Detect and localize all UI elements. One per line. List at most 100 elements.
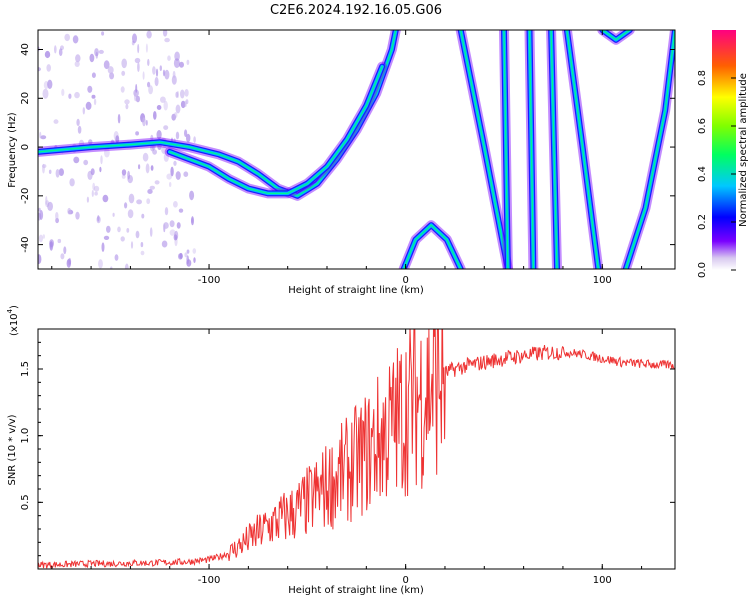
noise-blob xyxy=(46,64,51,72)
spectrogram-ridge-layer xyxy=(38,30,675,269)
noise-blob xyxy=(87,85,93,93)
noise-blob xyxy=(163,222,169,229)
noise-blob xyxy=(45,196,48,205)
noise-blob xyxy=(160,96,166,103)
noise-blob xyxy=(154,180,160,185)
ridge-stroke xyxy=(601,30,631,41)
spectrogram-x-label: Height of straight line (km) xyxy=(288,285,424,296)
noise-blob xyxy=(183,171,189,177)
ridge-8 xyxy=(597,30,635,45)
noise-blob xyxy=(149,185,155,190)
noise-blob xyxy=(85,101,92,110)
ridge-stroke xyxy=(625,30,675,269)
noise-blob xyxy=(135,131,140,136)
noise-blob xyxy=(124,263,129,269)
noise-blob xyxy=(67,207,72,215)
noise-blob xyxy=(150,165,154,171)
noise-blob xyxy=(121,169,127,176)
noise-blob xyxy=(145,119,148,126)
ridge-stroke xyxy=(503,30,509,269)
colorbar-ticks: 0.0 0.2 0.4 0.6 0.8 xyxy=(697,70,736,278)
ridge-stroke xyxy=(460,30,509,269)
noise-blob xyxy=(115,135,120,144)
noise-blob xyxy=(97,215,100,222)
ridge-1 xyxy=(164,61,388,199)
noise-blob xyxy=(107,66,114,74)
noise-blob xyxy=(146,30,152,39)
noise-blob xyxy=(93,185,100,192)
ridge-6 xyxy=(546,30,562,269)
noise-blob xyxy=(89,53,95,63)
noise-blob xyxy=(186,249,190,254)
colorbar-tick-label: 0.4 xyxy=(697,166,708,182)
noise-blob xyxy=(173,58,180,68)
noise-blob xyxy=(152,66,156,75)
noise-blob xyxy=(141,213,145,219)
y-tick-label: 0 xyxy=(20,144,31,150)
noise-blob xyxy=(134,91,137,102)
noise-blob xyxy=(42,88,49,99)
noise-blob xyxy=(102,194,109,203)
noise-blob xyxy=(58,48,63,56)
snr-line xyxy=(38,329,675,569)
noise-blob xyxy=(38,67,41,72)
noise-blob xyxy=(147,58,150,67)
noise-blob xyxy=(114,254,119,261)
noise-blob xyxy=(98,49,104,54)
snr-ticks: -100 0 100 0.5 1.0 1.5 xyxy=(20,328,675,586)
noise-blob xyxy=(178,253,183,260)
noise-blob xyxy=(77,125,82,134)
noise-blob xyxy=(162,69,166,77)
noise-blob xyxy=(186,59,190,65)
noise-blob xyxy=(186,133,191,143)
noise-blob xyxy=(175,131,180,140)
y-tick-label: 1.0 xyxy=(20,428,31,444)
noise-blob xyxy=(124,99,130,105)
noise-blob xyxy=(155,68,159,77)
noise-blob xyxy=(126,228,130,233)
y-tick-label: 0.5 xyxy=(20,494,31,510)
noise-blob xyxy=(120,236,125,242)
noise-blob xyxy=(184,252,188,258)
noise-blob xyxy=(88,139,93,145)
noise-blob xyxy=(42,164,47,169)
x-tick-label: 100 xyxy=(593,275,612,286)
noise-blob xyxy=(73,156,80,164)
noise-blob xyxy=(175,104,181,114)
noise-blob xyxy=(101,242,105,252)
noise-blob xyxy=(75,54,81,63)
ridge-2 xyxy=(398,220,466,269)
noise-blob xyxy=(103,235,110,240)
noise-blob xyxy=(184,100,187,108)
noise-blob xyxy=(106,225,111,233)
noise-blob xyxy=(64,33,70,42)
snr-panel: -100 0 100 0.5 1.0 1.5 Height of straight lin… xyxy=(6,305,676,596)
noise-blob xyxy=(159,65,162,72)
noise-blob xyxy=(117,113,121,124)
noise-blob xyxy=(147,189,153,194)
noise-blob xyxy=(166,173,172,180)
noise-blob xyxy=(167,55,171,61)
noise-blob xyxy=(61,88,65,96)
noise-blob xyxy=(140,242,144,248)
noise-blob xyxy=(140,250,145,256)
noise-blob xyxy=(39,210,44,220)
ridge-7 xyxy=(561,30,604,269)
noise-blob xyxy=(96,216,101,224)
y-tick-label: 1.5 xyxy=(20,361,31,377)
colorbar-gradient xyxy=(712,30,736,270)
noise-blob xyxy=(175,171,181,180)
noise-blob xyxy=(180,100,186,109)
noise-blob xyxy=(63,246,67,255)
noise-blob xyxy=(163,152,169,162)
noise-blob xyxy=(38,234,44,243)
noise-blob xyxy=(156,130,162,140)
noise-blob xyxy=(74,61,80,67)
ridge-stroke xyxy=(403,224,462,269)
noise-blob xyxy=(163,100,168,111)
noise-blob xyxy=(137,62,140,72)
snr-line-layer xyxy=(38,329,675,569)
noise-blob xyxy=(162,30,168,37)
snr-y-label: SNR (10 * v/v) xyxy=(7,414,18,485)
noise-blob xyxy=(127,209,134,219)
